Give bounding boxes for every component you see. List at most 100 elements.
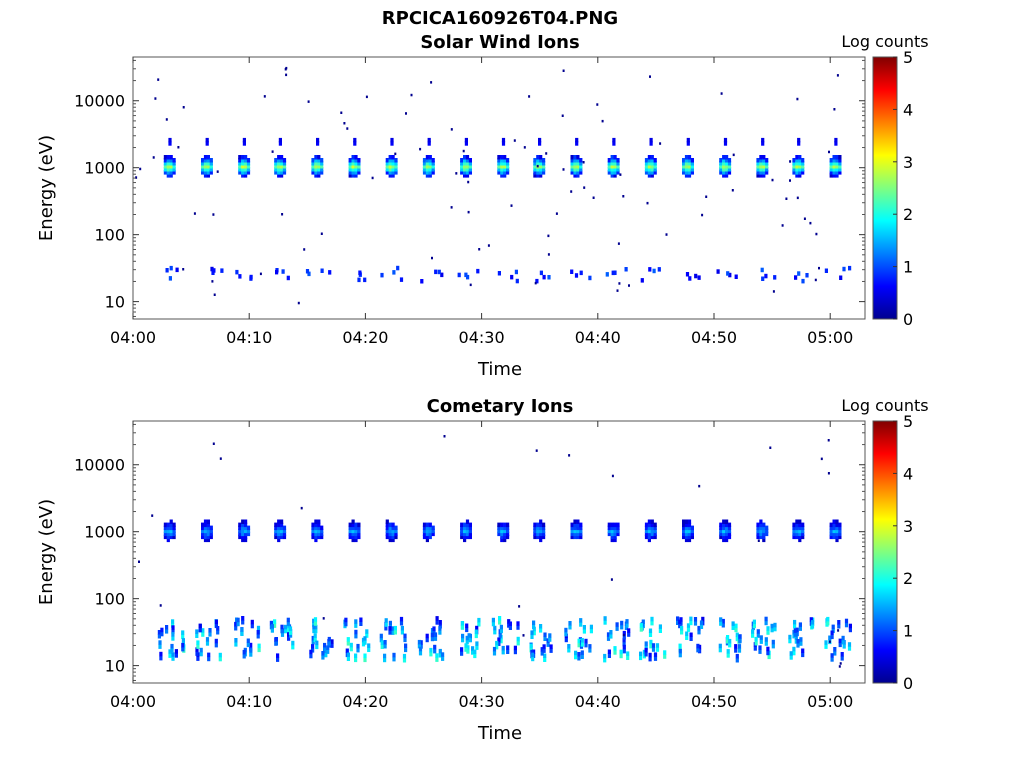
data-cell [282,531,287,537]
noise-point [839,662,842,665]
data-cell [570,164,574,169]
data-cell [831,624,835,630]
data-cell [275,269,279,275]
data-cell [795,167,799,172]
data-cell [719,158,723,163]
data-cell [244,173,248,178]
data-cell [420,279,424,284]
data-cell [607,528,611,534]
data-cell [280,525,284,531]
data-cell [244,519,248,524]
data-cell [166,525,170,531]
data-cell [689,616,693,622]
data-cell [795,531,799,537]
data-cell [274,170,278,175]
data-cell [393,625,397,631]
data-cell [320,525,324,531]
data-cell [468,161,472,166]
data-cell [532,630,536,636]
data-cell [734,274,738,279]
data-cell [801,652,805,658]
data-cell [536,525,540,531]
noise-point [618,282,621,285]
data-cell [280,158,284,163]
data-cell [725,519,729,524]
data-cell [238,164,242,169]
data-cell [838,522,842,528]
data-cell [465,161,470,166]
data-cell [573,519,577,524]
data-cell [172,170,176,175]
data-cell [465,522,470,528]
data-cell [166,155,170,160]
data-cell [719,161,723,166]
data-cell [171,619,175,624]
data-cell [309,649,313,655]
data-cell [838,525,842,531]
data-cell [678,623,682,629]
data-cell [249,274,253,280]
data-cell [196,656,200,661]
data-cell [535,278,539,284]
data-cell [491,617,495,623]
data-cell [166,528,170,534]
data-cell [314,628,318,634]
data-cell [280,528,284,534]
data-cell [697,275,701,280]
data-cell [391,522,395,528]
data-cell [539,161,543,166]
data-cell [474,633,478,639]
data-cell [425,633,429,639]
noise-point [193,212,196,215]
data-cell [400,625,404,631]
data-cell [214,623,218,629]
data-cell [542,522,546,528]
data-cell [236,617,240,623]
data-cell [500,155,504,160]
data-cell [690,534,694,540]
data-cell [655,643,660,648]
data-cell [686,627,691,632]
data-cell [641,619,645,624]
data-cell [536,161,540,166]
data-cell [314,161,318,166]
data-cell [465,519,470,524]
data-cell [280,624,284,630]
data-cell [314,158,318,163]
data-cell [175,267,179,273]
data-cell [579,618,583,623]
data-cell [246,167,251,172]
data-cell [465,170,470,175]
data-cell [764,620,768,626]
data-cell [418,650,423,656]
data-cell [160,631,164,637]
noise-point [285,66,288,70]
data-cell [345,648,349,653]
data-cell [576,173,580,178]
data-cell [165,625,169,630]
data-cell [274,528,278,534]
data-cell [824,640,828,645]
data-cell [317,167,321,172]
data-cell [759,522,763,528]
data-cell [438,648,442,654]
data-cell [391,531,395,537]
data-cell [286,617,290,623]
data-cell [506,167,510,172]
data-cell [792,528,796,534]
data-cell [422,534,427,540]
data-cell [722,534,726,540]
data-cell [642,653,646,659]
data-cell [174,649,178,654]
data-cell [220,268,224,273]
data-cell [388,167,392,172]
data-cell [351,173,355,178]
noise-point [263,95,266,98]
data-cell [506,161,510,166]
data-cell [682,528,686,534]
data-cell [835,167,839,172]
data-cell [348,161,352,166]
data-cell [761,276,765,281]
noise-point [322,617,325,620]
data-cell [168,137,172,143]
